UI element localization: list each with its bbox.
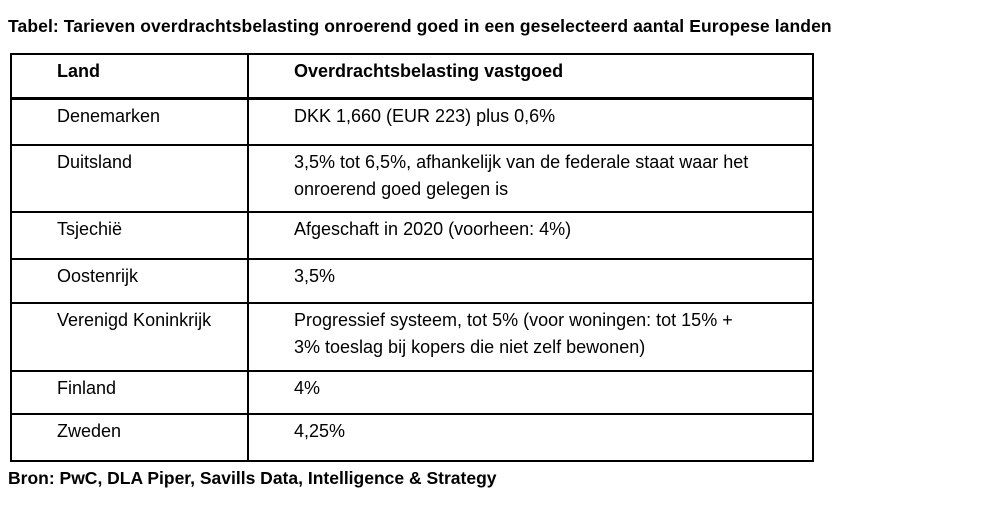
value-cell: Progressief systeem, tot 5% (voor woning… [247,302,814,372]
value-cell: 4% [247,370,814,415]
table-row: Finland 4% [10,370,814,415]
land-cell: Duitsland [10,144,249,213]
value-cell: 3,5% [247,258,814,304]
column-header-land: Land [10,53,249,100]
land-cell: Oostenrijk [10,258,249,304]
table-row: Verenigd Koninkrijk Progressief systeem,… [10,302,814,372]
column-header-tax: Overdrachtsbelasting vastgoed [247,53,814,100]
table-row: Oostenrijk 3,5% [10,258,814,304]
table-row: Denemarken DKK 1,660 (EUR 223) plus 0,6% [10,97,814,146]
value-cell: Afgeschaft in 2020 (voorheen: 4%) [247,211,814,260]
table-header: Land Overdrachtsbelasting vastgoed [10,53,814,100]
page-title: Tabel: Tarieven overdrachtsbelasting onr… [8,16,832,36]
table-row: Tsjechië Afgeschaft in 2020 (voorheen: 4… [10,211,814,260]
table-body: Denemarken DKK 1,660 (EUR 223) plus 0,6%… [10,97,814,462]
header-row: Land Overdrachtsbelasting vastgoed [10,53,814,100]
source-note: Bron: PwC, DLA Piper, Savills Data, Inte… [8,468,497,488]
table-row: Zweden 4,25% [10,413,814,462]
table-row: Duitsland 3,5% tot 6,5%, afhankelijk van… [10,144,814,213]
land-cell: Tsjechië [10,211,249,260]
land-cell: Denemarken [10,97,249,146]
value-cell: 4,25% [247,413,814,462]
land-cell: Zweden [10,413,249,462]
value-cell: 3,5% tot 6,5%, afhankelijk van de federa… [247,144,814,213]
tax-rates-table: Land Overdrachtsbelasting vastgoed Denem… [10,53,814,462]
value-cell: DKK 1,660 (EUR 223) plus 0,6% [247,97,814,146]
land-cell: Verenigd Koninkrijk [10,302,249,372]
land-cell: Finland [10,370,249,415]
